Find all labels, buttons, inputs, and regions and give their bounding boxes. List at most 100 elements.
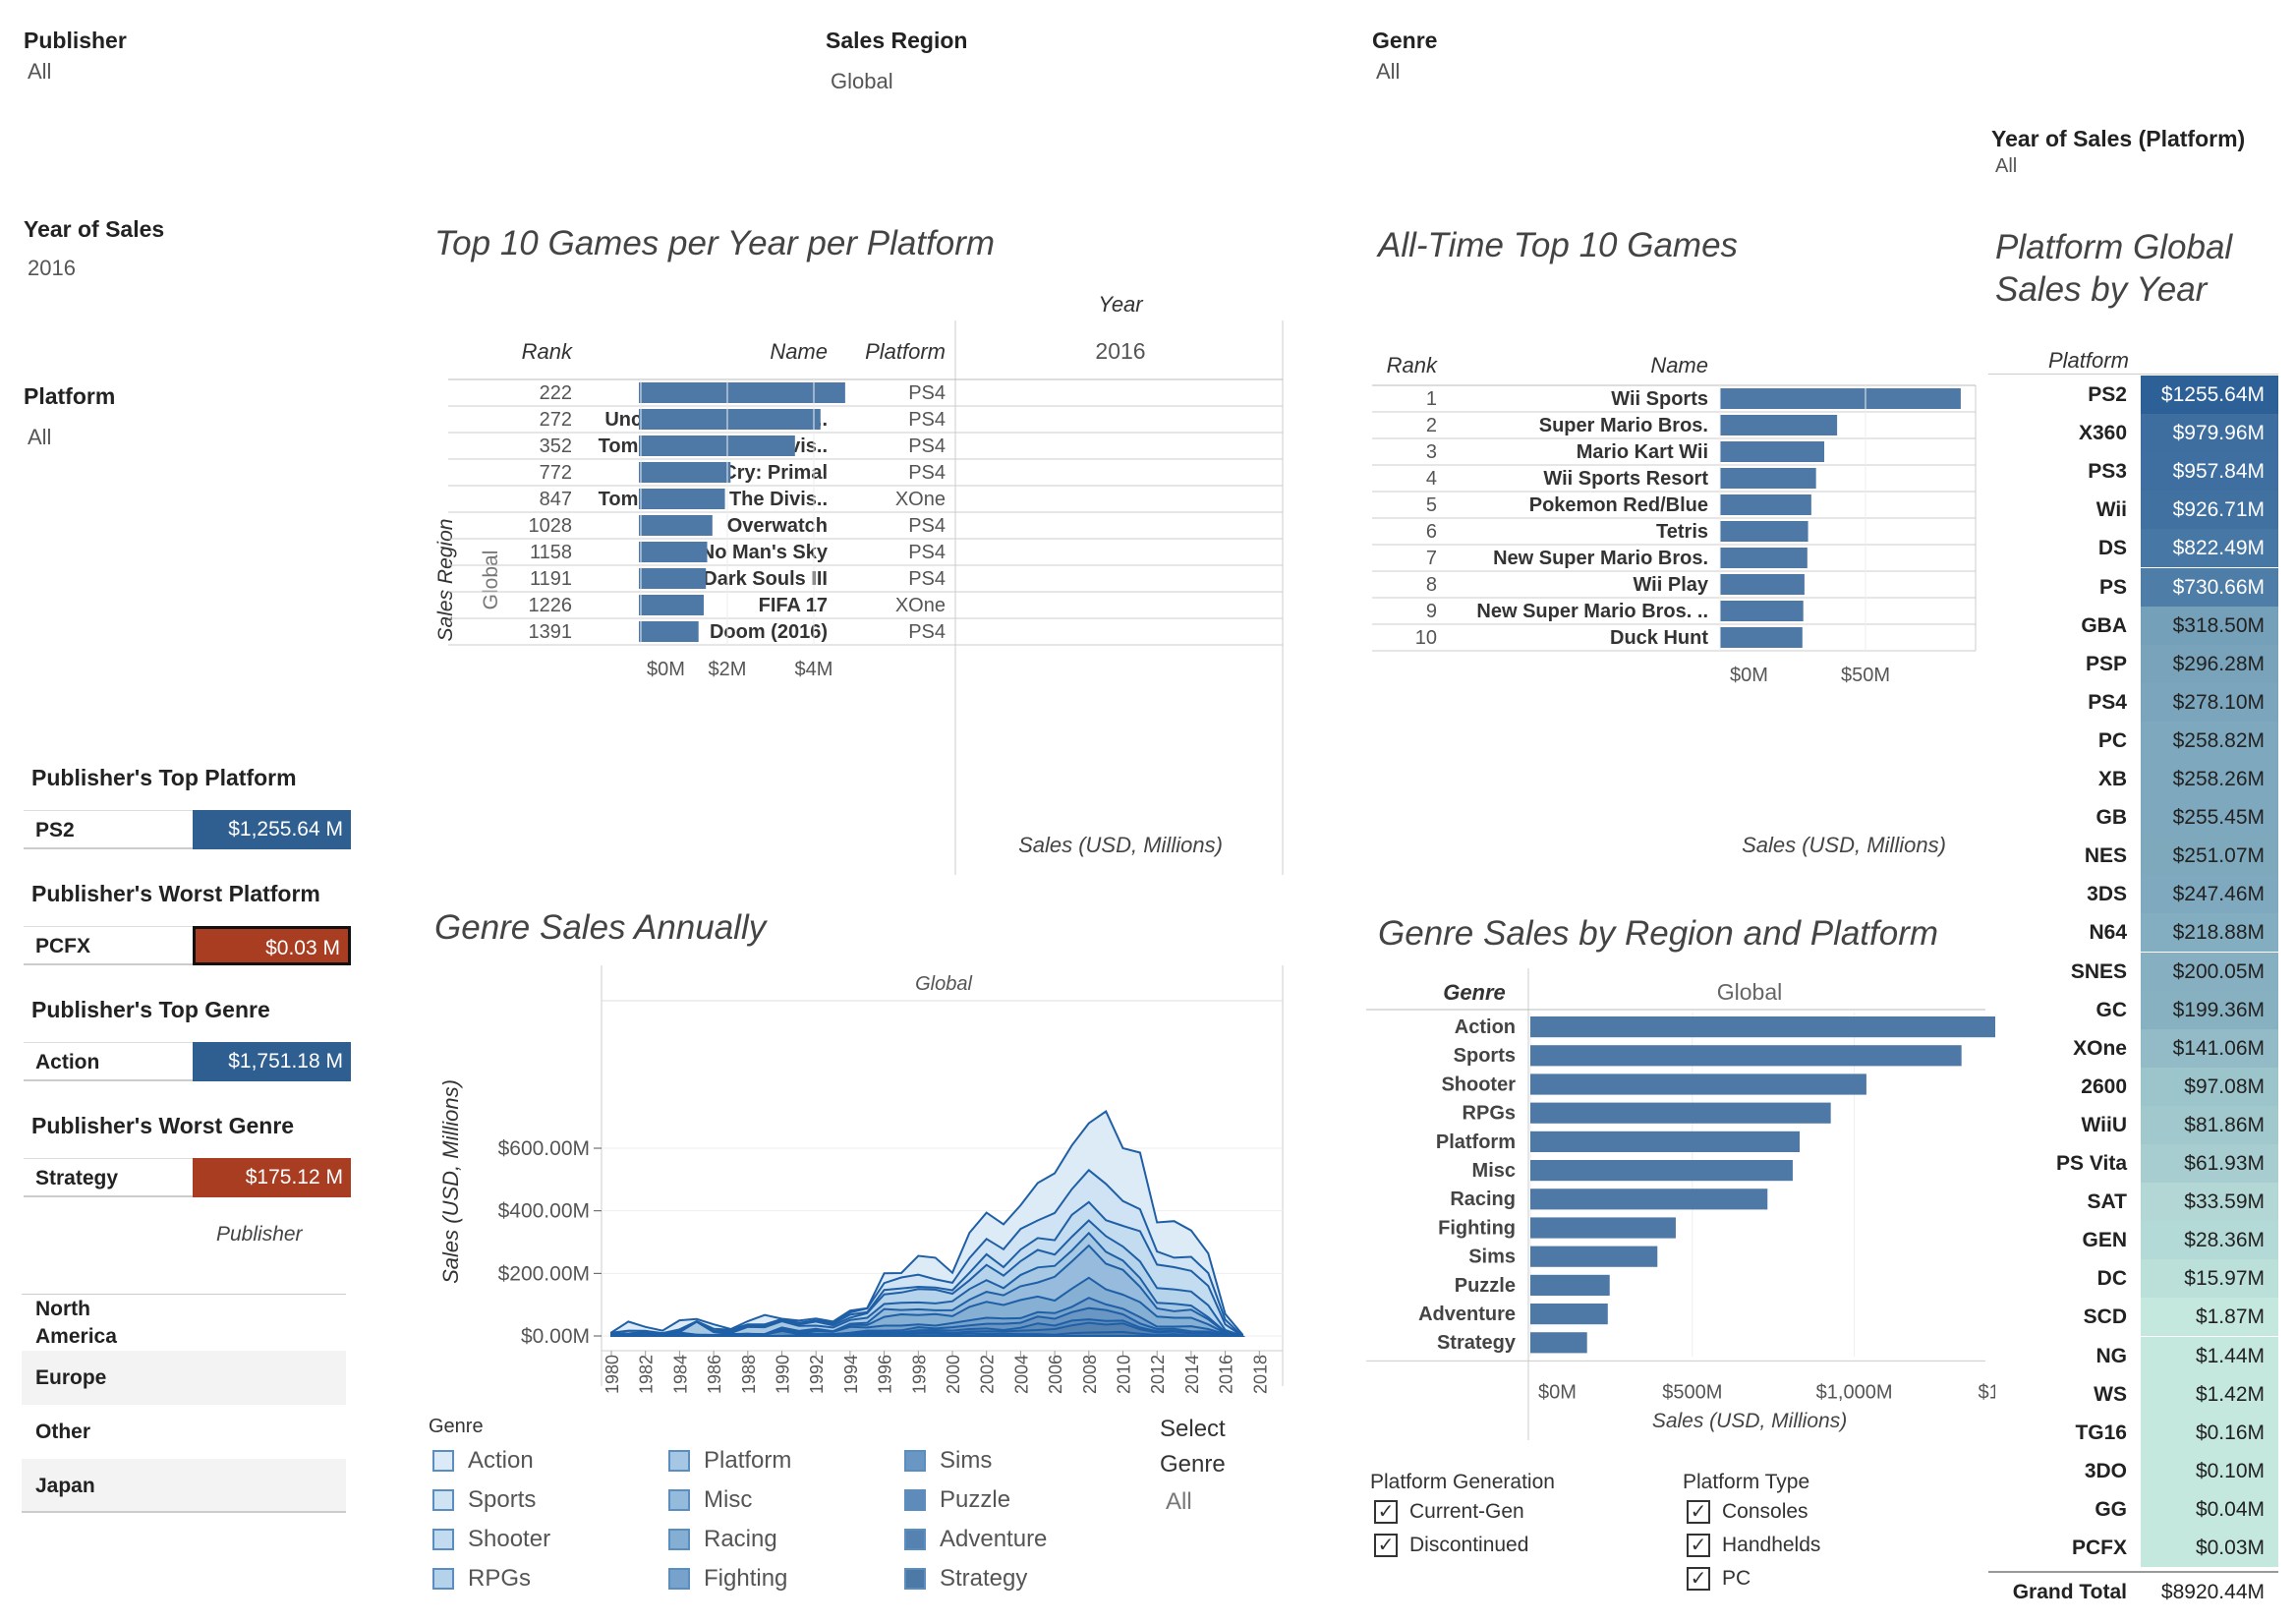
platform-row[interactable]: XB $258.26M: [1988, 760, 2278, 798]
sales-bar[interactable]: [1720, 415, 1838, 435]
platform-row[interactable]: GG $0.04M: [1988, 1489, 2278, 1529]
genre-filter[interactable]: All: [1376, 59, 1401, 84]
genre-bar[interactable]: [1530, 1102, 1831, 1124]
platform-row[interactable]: PCFX $0.03M: [1988, 1529, 2278, 1567]
genre-row[interactable]: Shooter: [1441, 1073, 1866, 1095]
year-filter[interactable]: 2016: [28, 256, 76, 280]
sales-bar[interactable]: [1720, 627, 1803, 648]
legend-item-shooter[interactable]: Shooter: [432, 1526, 550, 1553]
genre-bar[interactable]: [1530, 1217, 1676, 1239]
platform-row[interactable]: X360 $979.96M: [1988, 414, 2278, 453]
table-row[interactable]: 10 Duck Hunt: [1372, 627, 1976, 652]
select-genre-dropdown[interactable]: All: [1166, 1488, 1192, 1515]
legend-item-racing[interactable]: Racing: [668, 1526, 777, 1553]
sales-bar[interactable]: [1720, 494, 1811, 515]
platform-row[interactable]: GB $255.45M: [1988, 798, 2278, 838]
platform-row[interactable]: PC $258.82M: [1988, 721, 2278, 760]
worst-genre-kpi[interactable]: Strategy $175.12 M: [24, 1158, 351, 1197]
platform-row[interactable]: WS $1.42M: [1988, 1374, 2278, 1414]
top-platform-kpi[interactable]: PS2 $1,255.64 M: [24, 810, 351, 849]
sales-region-filter[interactable]: Global: [831, 69, 893, 93]
legend-item-sports[interactable]: Sports: [432, 1486, 536, 1514]
genre-bar[interactable]: [1530, 1131, 1801, 1152]
platform-row[interactable]: PS $730.66M: [1988, 567, 2278, 607]
genre-bar[interactable]: [1530, 1045, 1962, 1067]
genre-row[interactable]: Fighting: [1438, 1217, 1676, 1239]
worst-platform-kpi[interactable]: PCFX $0.03 M: [24, 926, 351, 965]
platform-row[interactable]: NG $1.44M: [1988, 1336, 2278, 1375]
genre-bar[interactable]: [1530, 1016, 1995, 1038]
top-genre-kpi[interactable]: Action $1,751.18 M: [24, 1042, 351, 1081]
genre-row[interactable]: Action: [1455, 1016, 1995, 1038]
region-item-north-america[interactable]: North America: [35, 1298, 117, 1348]
table-row[interactable]: 9 New Super Mario Bros. ..: [1372, 601, 1976, 625]
sales-bar[interactable]: [1720, 574, 1805, 595]
sales-bar[interactable]: [639, 621, 699, 642]
legend-item-sims[interactable]: Sims: [904, 1447, 992, 1475]
handhelds-checkbox[interactable]: ✓ Handhelds: [1687, 1534, 1820, 1557]
platform-row[interactable]: Wii $926.71M: [1988, 491, 2278, 530]
genre-bar[interactable]: [1530, 1160, 1793, 1182]
table-row[interactable]: 6 Tetris: [1372, 521, 1976, 546]
sales-bar[interactable]: [639, 489, 725, 509]
table-row[interactable]: 222FIFA 17PS4: [448, 382, 1283, 407]
sales-bar[interactable]: [639, 542, 708, 562]
platform-row[interactable]: DS $822.49M: [1988, 529, 2278, 568]
platform-filter[interactable]: All: [28, 425, 52, 449]
table-row[interactable]: 1158 No Man's Sky PS4: [448, 542, 1283, 566]
table-row[interactable]: 772 Far Cry: Primal PS4: [448, 462, 1283, 487]
discontinued-checkbox[interactable]: ✓ Discontinued: [1374, 1534, 1528, 1557]
region-item-other[interactable]: Other: [35, 1421, 91, 1443]
region-item-japan[interactable]: Japan: [22, 1459, 346, 1513]
table-row[interactable]: 1028 Overwatch PS4: [448, 515, 1283, 540]
platform-row[interactable]: WiiU $81.86M: [1988, 1105, 2278, 1144]
genre-row[interactable]: Adventure: [1418, 1304, 1608, 1325]
sales-bar[interactable]: [639, 462, 731, 483]
genre-row[interactable]: Racing: [1450, 1189, 1768, 1210]
table-row[interactable]: 1191 Dark Souls III PS4: [448, 568, 1283, 593]
legend-item-adventure[interactable]: Adventure: [904, 1526, 1047, 1553]
platform-row[interactable]: GEN $28.36M: [1988, 1221, 2278, 1260]
platform-row[interactable]: GC $199.36M: [1988, 990, 2278, 1029]
legend-item-fighting[interactable]: Fighting: [668, 1565, 787, 1593]
genre-bar[interactable]: [1530, 1189, 1768, 1210]
table-row[interactable]: 7 New Super Mario Bros.: [1372, 548, 1976, 572]
area-strategy[interactable]: [611, 1330, 1242, 1337]
sales-bar[interactable]: [1720, 521, 1808, 542]
platform-row[interactable]: PS Vita $61.93M: [1988, 1144, 2278, 1183]
table-row[interactable]: 5 Pokemon Red/Blue: [1372, 494, 1976, 519]
year-platform-filter[interactable]: All: [1995, 155, 2018, 177]
sales-bar[interactable]: [639, 435, 795, 456]
platform-row[interactable]: PS2 $1255.64M: [1988, 376, 2278, 414]
sales-bar[interactable]: [639, 595, 704, 615]
sales-bar[interactable]: [1720, 441, 1825, 462]
platform-row[interactable]: DC $15.97M: [1988, 1259, 2278, 1299]
genre-row[interactable]: Strategy: [1437, 1332, 1587, 1354]
table-row[interactable]: 1391 Doom (2016) PS4: [448, 621, 1283, 646]
region-item-europe[interactable]: Europe: [22, 1351, 346, 1405]
genre-bar[interactable]: [1530, 1304, 1608, 1325]
sales-bar[interactable]: [1720, 601, 1804, 621]
genre-row[interactable]: Sports: [1454, 1045, 1962, 1067]
genre-bar[interactable]: [1530, 1332, 1587, 1354]
legend-item-puzzle[interactable]: Puzzle: [904, 1486, 1010, 1514]
table-row[interactable]: 2 Super Mario Bros.: [1372, 415, 1976, 439]
sales-bar[interactable]: [639, 409, 821, 430]
sales-bar[interactable]: [639, 515, 713, 536]
sales-bar[interactable]: [1720, 548, 1808, 568]
publisher-filter[interactable]: All: [28, 59, 52, 84]
table-row[interactable]: 4 Wii Sports Resort: [1372, 468, 1976, 493]
genre-row[interactable]: RPGs: [1463, 1102, 1831, 1125]
platform-row[interactable]: NES $251.07M: [1988, 837, 2278, 876]
sales-bar[interactable]: [639, 382, 845, 403]
table-row[interactable]: 3 Mario Kart Wii: [1372, 441, 1976, 466]
pc-checkbox[interactable]: ✓ PC: [1687, 1567, 1751, 1591]
genre-row[interactable]: Platform: [1436, 1131, 1801, 1153]
platform-row[interactable]: SAT $33.59M: [1988, 1183, 2278, 1222]
platform-row[interactable]: 2600 $97.08M: [1988, 1067, 2278, 1106]
platform-row[interactable]: XOne $141.06M: [1988, 1028, 2278, 1068]
platform-row[interactable]: SCD $1.87M: [1988, 1298, 2278, 1337]
platform-row[interactable]: 3DS $247.46M: [1988, 875, 2278, 914]
